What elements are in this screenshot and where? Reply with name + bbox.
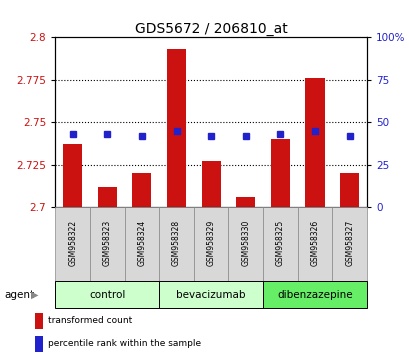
- Text: GSM958324: GSM958324: [137, 219, 146, 266]
- Text: GSM958328: GSM958328: [172, 220, 181, 266]
- Text: transformed count: transformed count: [48, 316, 132, 325]
- Text: percentile rank within the sample: percentile rank within the sample: [48, 339, 201, 348]
- Bar: [270, 139, 289, 207]
- Bar: [159, 281, 263, 308]
- Text: GSM958322: GSM958322: [68, 220, 77, 266]
- Text: dibenzazepine: dibenzazepine: [276, 290, 352, 300]
- Text: ▶: ▶: [31, 290, 38, 300]
- Bar: [166, 49, 186, 207]
- Bar: [236, 197, 255, 207]
- Bar: [228, 207, 263, 281]
- Bar: [263, 207, 297, 281]
- Bar: [132, 173, 151, 207]
- Bar: [124, 207, 159, 281]
- Bar: [97, 187, 117, 207]
- Text: GSM958329: GSM958329: [206, 219, 215, 266]
- Bar: [193, 207, 228, 281]
- Bar: [201, 161, 220, 207]
- Text: bevacizumab: bevacizumab: [176, 290, 245, 300]
- Text: GSM958330: GSM958330: [240, 219, 249, 266]
- Text: GSM958327: GSM958327: [344, 219, 353, 266]
- Text: GSM958323: GSM958323: [103, 219, 112, 266]
- Bar: [63, 144, 82, 207]
- Bar: [332, 207, 366, 281]
- Text: GSM958325: GSM958325: [275, 219, 284, 266]
- Bar: [35, 336, 43, 352]
- Bar: [305, 78, 324, 207]
- Text: agent: agent: [4, 290, 34, 300]
- Bar: [297, 207, 332, 281]
- Text: control: control: [89, 290, 125, 300]
- Title: GDS5672 / 206810_at: GDS5672 / 206810_at: [135, 22, 287, 36]
- Bar: [55, 281, 159, 308]
- Bar: [90, 207, 124, 281]
- Bar: [35, 313, 43, 329]
- Text: GSM958326: GSM958326: [310, 219, 319, 266]
- Bar: [263, 281, 366, 308]
- Bar: [339, 173, 358, 207]
- Bar: [55, 207, 90, 281]
- Bar: [159, 207, 193, 281]
